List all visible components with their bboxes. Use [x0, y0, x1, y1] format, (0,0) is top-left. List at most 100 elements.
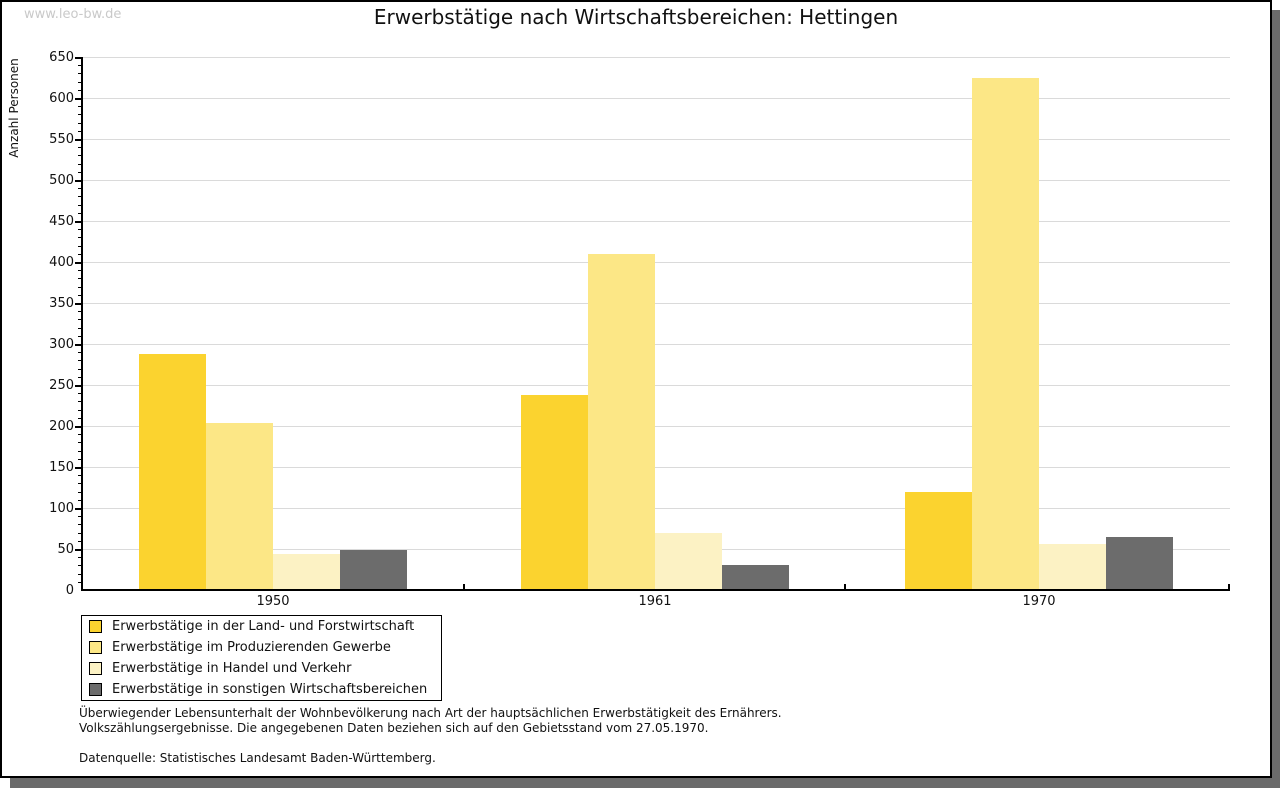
y-minor-tick — [78, 532, 81, 534]
y-major-tick — [75, 466, 81, 469]
bar — [588, 254, 655, 591]
bar — [340, 549, 407, 591]
y-tick-label: 250 — [49, 377, 74, 393]
legend-label: Erwerbstätige in sonstigen Wirtschaftsbe… — [112, 682, 428, 697]
y-gridline — [83, 467, 1230, 468]
y-minor-tick — [78, 81, 81, 83]
y-minor-tick — [78, 516, 81, 518]
y-gridline — [83, 98, 1230, 99]
bar — [1106, 537, 1173, 591]
y-minor-tick — [78, 89, 81, 91]
y-major-tick — [75, 302, 81, 305]
y-minor-tick — [78, 212, 81, 214]
y-minor-tick — [78, 581, 81, 583]
y-minor-tick — [78, 319, 81, 321]
footnote-line-2: Volkszählungsergebnisse. Die angegebenen… — [79, 721, 709, 735]
y-minor-tick — [78, 483, 81, 485]
y-minor-tick — [78, 245, 81, 247]
legend-swatch — [89, 641, 102, 654]
footnote-line-1: Überwiegender Lebensunterhalt der Wohnbe… — [79, 706, 782, 720]
legend-label: Erwerbstätige im Produzierenden Gewerbe — [112, 640, 391, 655]
y-major-tick — [75, 138, 81, 141]
y-minor-tick — [78, 442, 81, 444]
y-minor-tick — [78, 286, 81, 288]
legend-item: Erwerbstätige in Handel und Verkehr — [82, 658, 441, 679]
legend-swatch — [89, 683, 102, 696]
y-minor-tick — [78, 155, 81, 157]
y-axis-title: Anzahl Personen — [7, 58, 21, 158]
y-gridline — [83, 426, 1230, 427]
y-minor-tick — [78, 573, 81, 575]
bar — [521, 395, 588, 591]
y-minor-tick — [78, 130, 81, 132]
y-minor-tick — [78, 352, 81, 354]
y-tick-label: 100 — [49, 500, 74, 516]
y-tick-label: 650 — [49, 49, 74, 65]
y-minor-tick — [78, 65, 81, 67]
y-major-tick — [75, 179, 81, 182]
y-gridline — [83, 221, 1230, 222]
y-minor-tick — [78, 278, 81, 280]
y-minor-tick — [78, 188, 81, 190]
y-major-tick — [75, 507, 81, 510]
y-minor-tick — [78, 540, 81, 542]
x-category-label: 1970 — [1022, 594, 1056, 609]
y-minor-tick — [78, 237, 81, 239]
bar — [722, 565, 789, 591]
y-minor-tick — [78, 311, 81, 313]
y-tick-label: 350 — [49, 295, 74, 311]
y-minor-tick — [78, 270, 81, 272]
y-gridline — [83, 385, 1230, 386]
y-major-tick — [75, 261, 81, 264]
y-minor-tick — [78, 122, 81, 124]
y-major-tick — [75, 384, 81, 387]
legend-item: Erwerbstätige im Produzierenden Gewerbe — [82, 637, 441, 658]
y-minor-tick — [78, 114, 81, 116]
y-major-tick — [75, 548, 81, 551]
legend-label: Erwerbstätige in Handel und Verkehr — [112, 661, 352, 676]
y-minor-tick — [78, 106, 81, 108]
legend-item: Erwerbstätige in sonstigen Wirtschaftsbe… — [82, 679, 441, 700]
watermark-url: www.leo-bw.de — [24, 7, 122, 22]
y-minor-tick — [78, 335, 81, 337]
y-minor-tick — [78, 376, 81, 378]
y-major-tick — [75, 425, 81, 428]
bar — [139, 354, 206, 591]
x-axis-tick — [1228, 584, 1230, 590]
y-major-tick — [75, 343, 81, 346]
y-tick-label: 50 — [57, 541, 74, 557]
y-major-tick — [75, 220, 81, 223]
y-axis-line — [81, 57, 83, 591]
y-minor-tick — [78, 73, 81, 75]
legend-swatch — [89, 620, 102, 633]
y-minor-tick — [78, 450, 81, 452]
y-tick-label: 400 — [49, 254, 74, 270]
x-axis-line — [81, 589, 1230, 591]
y-major-tick — [75, 56, 81, 59]
y-gridline — [83, 262, 1230, 263]
y-minor-tick — [78, 475, 81, 477]
y-major-tick — [75, 97, 81, 100]
legend-swatch — [89, 662, 102, 675]
data-source-note: Datenquelle: Statistisches Landesamt Bad… — [79, 751, 436, 765]
y-minor-tick — [78, 434, 81, 436]
legend-box: Erwerbstätige in der Land- und Forstwirt… — [81, 615, 442, 701]
y-minor-tick — [78, 171, 81, 173]
y-minor-tick — [78, 499, 81, 501]
y-gridline — [83, 57, 1230, 58]
y-minor-tick — [78, 360, 81, 362]
y-minor-tick — [78, 368, 81, 370]
bar — [273, 553, 340, 591]
y-minor-tick — [78, 147, 81, 149]
y-minor-tick — [78, 417, 81, 419]
y-tick-label: 600 — [49, 90, 74, 106]
y-minor-tick — [78, 204, 81, 206]
bar — [206, 423, 273, 591]
y-minor-tick — [78, 491, 81, 493]
y-tick-label: 450 — [49, 213, 74, 229]
y-tick-label: 150 — [49, 459, 74, 475]
y-minor-tick — [78, 524, 81, 526]
y-minor-tick — [78, 401, 81, 403]
y-minor-tick — [78, 565, 81, 567]
y-gridline — [83, 139, 1230, 140]
